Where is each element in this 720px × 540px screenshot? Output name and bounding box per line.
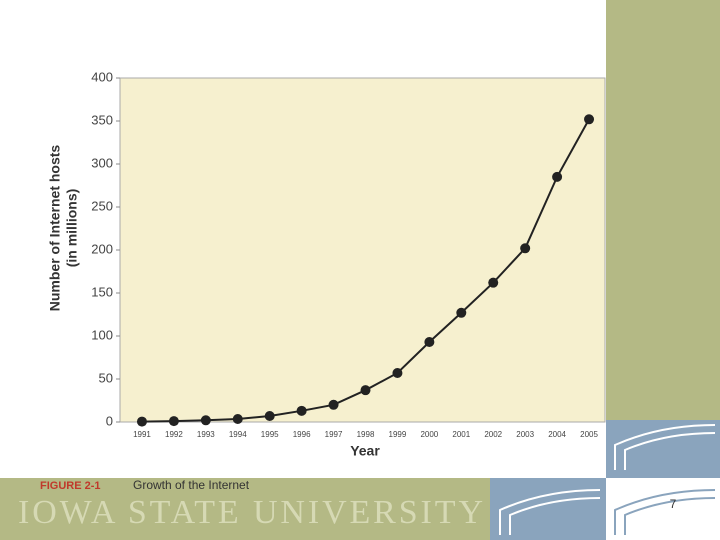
figure-label: FIGURE 2-1	[40, 480, 101, 492]
marker	[552, 171, 563, 182]
x-axis-label: Year	[350, 443, 380, 459]
x-tick-label: 1997	[325, 430, 343, 439]
marker	[456, 307, 467, 318]
x-tick-label: 2005	[580, 430, 598, 439]
page-number: 7	[670, 497, 677, 511]
y-tick-label: 200	[91, 241, 113, 256]
x-tick-label: 1993	[197, 430, 215, 439]
x-tick-label: 1991	[133, 430, 151, 439]
y-axis-label: (in millions)	[64, 189, 80, 268]
marker	[168, 416, 179, 427]
marker	[200, 415, 211, 426]
x-tick-label: 1999	[389, 430, 407, 439]
x-tick-label: 1994	[229, 430, 247, 439]
marker	[136, 416, 147, 427]
marker	[232, 413, 243, 424]
y-tick-label: 350	[91, 112, 113, 127]
x-tick-label: 2004	[548, 430, 566, 439]
x-tick-label: 1992	[165, 430, 183, 439]
logo-art	[499, 424, 716, 535]
y-tick-label: 400	[91, 69, 113, 84]
logo-block	[490, 478, 606, 540]
marker	[360, 385, 371, 396]
x-tick-label: 2002	[484, 430, 502, 439]
side-band	[606, 0, 720, 420]
x-tick-label: 1995	[261, 430, 279, 439]
marker	[488, 277, 499, 288]
x-tick-label: 2003	[516, 430, 534, 439]
y-tick-label: 50	[99, 370, 113, 385]
logo-art	[614, 489, 716, 535]
y-axis-label: Number of Internet hosts	[47, 145, 63, 312]
plot-area	[119, 77, 606, 423]
marker	[392, 367, 403, 378]
x-tick-label: 2000	[420, 430, 438, 439]
marker	[584, 114, 595, 125]
logo-block	[606, 420, 720, 478]
x-tick-label: 1996	[293, 430, 311, 439]
y-tick-label: 100	[91, 327, 113, 342]
marker	[520, 243, 531, 254]
y-tick-label: 150	[91, 284, 113, 299]
logo-block	[606, 478, 720, 540]
x-tick-label: 2001	[452, 430, 470, 439]
marker	[264, 410, 275, 421]
caption: Growth of the Internet	[133, 478, 250, 492]
marker	[424, 337, 435, 348]
y-tick-label: 250	[91, 198, 113, 213]
marker	[296, 405, 307, 416]
marker	[328, 399, 339, 410]
y-tick-label: 0	[106, 413, 113, 428]
y-tick-label: 300	[91, 155, 113, 170]
x-tick-label: 1998	[357, 430, 375, 439]
